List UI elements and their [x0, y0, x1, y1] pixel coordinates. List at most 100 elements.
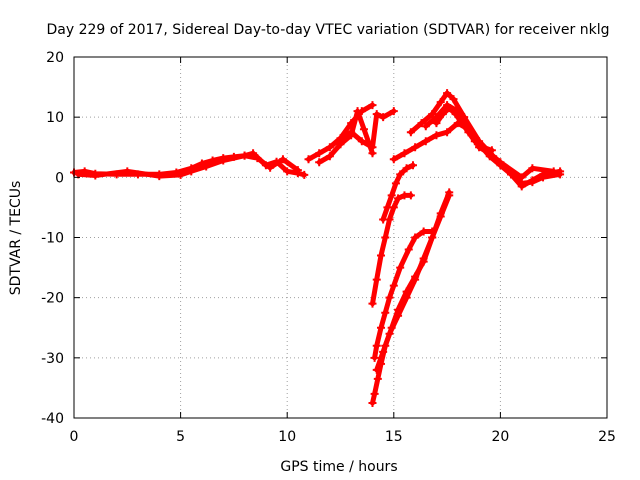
- data-point: [419, 227, 428, 236]
- data-point: [443, 89, 452, 98]
- data-point: [315, 149, 324, 158]
- data-point: [379, 347, 388, 356]
- data-point: [372, 341, 381, 350]
- data-point: [432, 119, 441, 128]
- x-axis-label: GPS time / hours: [280, 459, 397, 475]
- data-point: [377, 251, 386, 260]
- data-point: [451, 110, 460, 119]
- x-tick-label: 10: [278, 429, 296, 445]
- data-point: [368, 398, 377, 407]
- data-point: [402, 293, 411, 302]
- data-point: [91, 171, 100, 180]
- series-track-n: [374, 192, 452, 373]
- data-point: [391, 179, 400, 188]
- y-tick-label: 20: [46, 50, 64, 66]
- y-tick-label: -40: [41, 411, 64, 427]
- data-point: [408, 161, 417, 170]
- data-point: [406, 191, 415, 200]
- data-point: [240, 151, 249, 160]
- data-point: [404, 245, 413, 254]
- data-point: [517, 182, 526, 191]
- data-point: [219, 156, 228, 165]
- data-point: [315, 158, 324, 167]
- data-point: [370, 389, 379, 398]
- data-point: [449, 95, 458, 104]
- data-point: [428, 233, 437, 242]
- data-point: [373, 374, 382, 383]
- y-tick-label: -30: [41, 351, 64, 367]
- data-point: [421, 122, 430, 131]
- data-point: [359, 125, 368, 134]
- data-point: [432, 131, 441, 140]
- y-axis-label: SDTVAR / TECUs: [8, 181, 24, 296]
- data-point: [396, 263, 405, 272]
- data-point: [436, 98, 445, 107]
- data-point: [496, 158, 505, 167]
- data-point: [368, 143, 377, 152]
- data-point: [517, 173, 526, 182]
- data-point: [278, 155, 287, 164]
- data-point: [123, 167, 132, 176]
- data-point: [368, 101, 377, 110]
- data-point: [438, 110, 447, 119]
- data-point: [381, 308, 390, 317]
- data-point: [372, 365, 381, 374]
- x-tick-label: 5: [176, 429, 185, 445]
- y-tick-label: -20: [41, 291, 64, 307]
- data-point: [394, 194, 403, 203]
- y-tick-label: 0: [55, 170, 64, 186]
- y-tick-label: -10: [41, 231, 64, 247]
- data-point: [300, 170, 309, 179]
- data-point: [202, 162, 211, 171]
- data-point: [389, 281, 398, 290]
- data-point: [402, 164, 411, 173]
- data-point: [549, 167, 558, 176]
- x-tick-label: 15: [385, 429, 403, 445]
- data-point: [419, 254, 428, 263]
- data-point: [411, 275, 420, 284]
- data-point: [479, 143, 488, 152]
- data-point: [389, 107, 398, 116]
- data-point: [357, 137, 366, 146]
- data-point: [381, 233, 390, 242]
- data-traces: [70, 89, 565, 407]
- data-point: [400, 149, 409, 158]
- data-point: [347, 128, 356, 137]
- data-point: [176, 170, 185, 179]
- data-point: [396, 170, 405, 179]
- data-point: [428, 110, 437, 119]
- data-point: [445, 191, 454, 200]
- data-point: [370, 353, 379, 362]
- data-point: [387, 191, 396, 200]
- x-tick-label: 0: [70, 429, 79, 445]
- data-point: [445, 104, 454, 113]
- data-point: [383, 203, 392, 212]
- data-point: [470, 137, 479, 146]
- data-point: [372, 110, 381, 119]
- data-point: [458, 119, 467, 128]
- data-point: [528, 164, 537, 173]
- x-tick-label: 25: [598, 429, 616, 445]
- data-point: [377, 323, 386, 332]
- data-point: [385, 329, 394, 338]
- data-point: [464, 128, 473, 137]
- data-point: [417, 119, 426, 128]
- data-point: [266, 163, 275, 172]
- data-point: [487, 146, 496, 155]
- data-point: [304, 155, 313, 164]
- data-point: [336, 137, 345, 146]
- data-point: [443, 128, 452, 137]
- data-point: [394, 311, 403, 320]
- x-tick-label: 20: [491, 429, 509, 445]
- data-point: [411, 143, 420, 152]
- data-point: [389, 155, 398, 164]
- data-point: [325, 152, 334, 161]
- data-point: [411, 233, 420, 242]
- data-point: [528, 176, 537, 185]
- data-point: [155, 172, 164, 181]
- data-point: [368, 299, 377, 308]
- data-point: [283, 167, 292, 176]
- y-tick-label: 10: [46, 110, 64, 126]
- data-point: [406, 128, 415, 137]
